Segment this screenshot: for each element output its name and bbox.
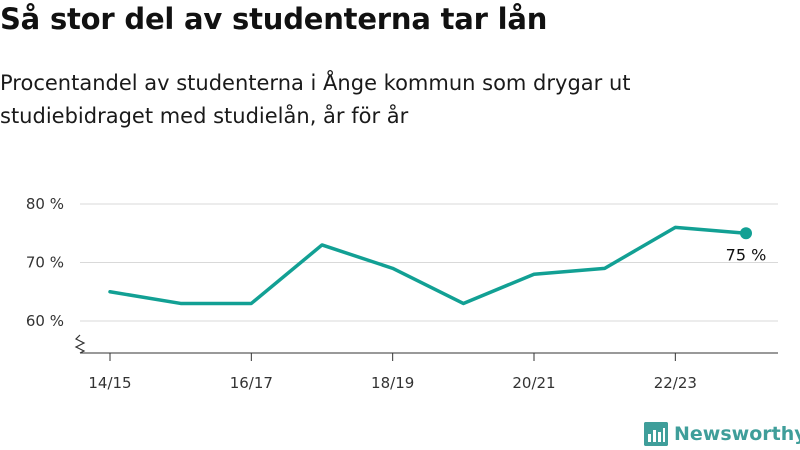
y-tick-label: 80 % <box>26 195 64 213</box>
x-tick-label: 14/15 <box>88 374 131 392</box>
end-point-marker <box>740 227 752 240</box>
end-value-label: 75 % <box>726 245 767 264</box>
x-tick-label: 18/19 <box>371 374 414 392</box>
x-tick-label: 22/23 <box>654 374 697 392</box>
brand-name: Newsworthy <box>674 423 800 445</box>
bar-chart-logo-icon <box>644 422 668 446</box>
x-tick-label: 16/17 <box>230 374 273 392</box>
y-tick-label: 70 % <box>26 254 64 272</box>
newsworthy-logo: Newsworthy <box>644 420 800 448</box>
chart-subtitle: Procentandel av studenterna i Ånge kommu… <box>0 71 631 128</box>
y-tick-label: 60 % <box>26 312 64 330</box>
series-line <box>108 225 748 306</box>
chart-title: Så stor del av studenterna tar lån <box>0 2 548 36</box>
y-axis-break-icon <box>74 334 86 354</box>
x-tick-label: 20/21 <box>512 374 555 392</box>
